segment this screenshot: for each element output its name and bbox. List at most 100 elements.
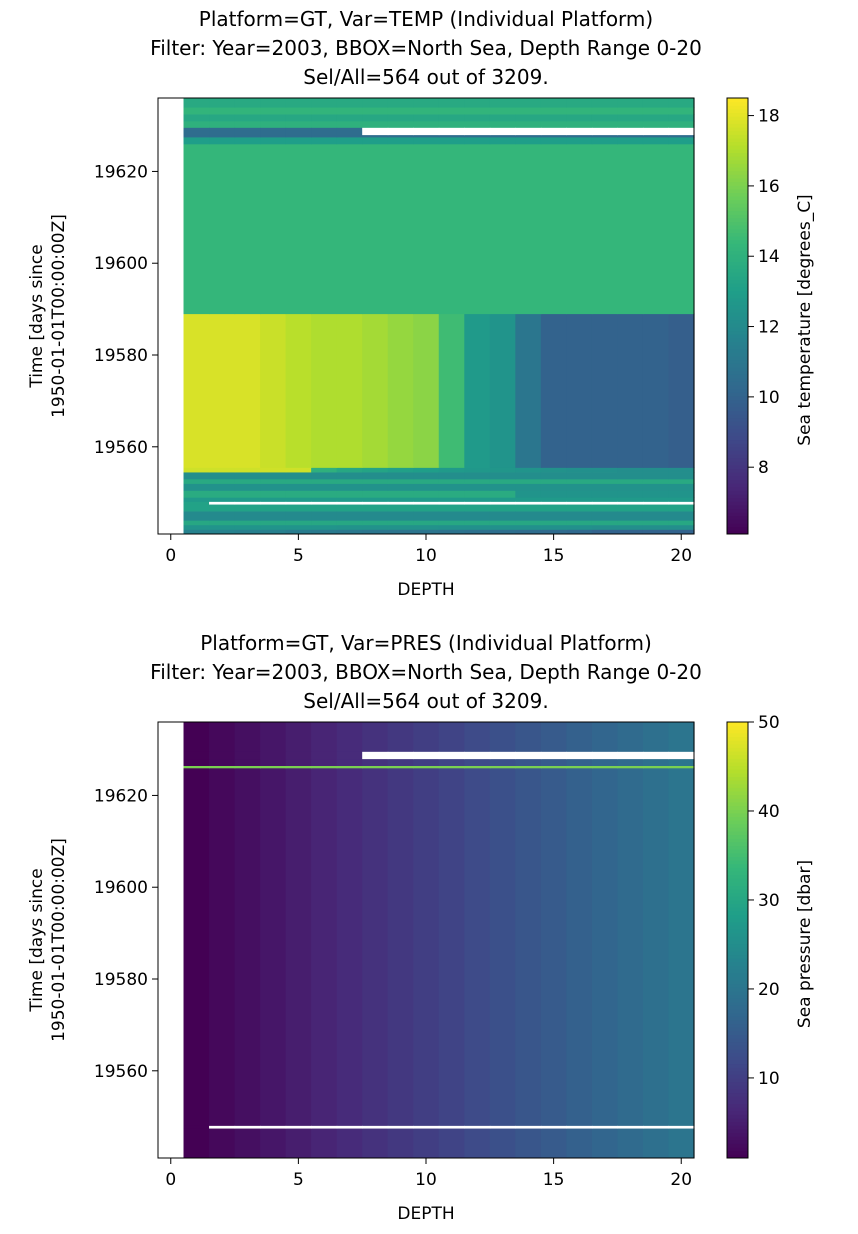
- colorbar-frame: [726, 721, 749, 1159]
- colorbar-segment: [727, 1125, 748, 1130]
- heatmap-cell: [515, 478, 542, 484]
- missing-data-cell: [617, 127, 644, 136]
- colorbar-segment: [727, 870, 748, 876]
- heatmap-cell: [438, 765, 465, 769]
- colorbar-segment: [727, 108, 748, 114]
- colorbar-segment: [727, 98, 748, 103]
- heatmap-cell: [183, 478, 210, 484]
- heatmap-cell: [413, 98, 440, 108]
- heatmap-cell: [311, 1128, 338, 1159]
- heatmap-cell: [311, 767, 338, 1127]
- heatmap-cell: [540, 472, 567, 480]
- colorbar-segment: [727, 1096, 748, 1101]
- heatmap-cell: [642, 472, 670, 480]
- y-axis-label-line-1: Time [days since: [27, 244, 47, 388]
- heatmap-cell: [438, 137, 465, 145]
- heatmap-cell: [183, 114, 210, 122]
- missing-data-cell: [285, 1125, 312, 1129]
- colorbar-segment: [727, 254, 748, 259]
- colorbar-segment: [727, 1063, 748, 1068]
- colorbar-segment: [727, 374, 748, 379]
- missing-data-cell: [311, 1125, 338, 1129]
- heatmap-cell: [566, 134, 593, 138]
- heatmap-cell: [591, 758, 619, 766]
- colorbar-segment: [727, 159, 748, 164]
- heatmap-cell: [540, 137, 567, 145]
- colorbar-segment: [727, 523, 748, 528]
- heatmap-cell: [387, 524, 414, 530]
- colorbar-segment: [727, 950, 748, 956]
- heatmap-cell: [387, 758, 414, 766]
- heatmap-cell: [540, 313, 567, 468]
- heatmap-cell: [362, 472, 389, 480]
- heatmap-cell: [183, 1125, 210, 1129]
- heatmap-cell: [591, 313, 619, 468]
- heatmap-cell: [668, 98, 695, 108]
- heatmap-cell: [540, 114, 567, 122]
- colorbar-segment: [727, 355, 748, 361]
- heatmap-cell: [311, 504, 338, 512]
- colorbar-segment: [727, 250, 748, 255]
- missing-data-cell: [413, 501, 440, 505]
- heatmap-cell: [260, 758, 287, 766]
- colorbar-segment: [727, 414, 748, 419]
- heatmap-cell: [209, 765, 236, 769]
- heatmap-cell: [642, 137, 670, 145]
- heatmap-cell: [209, 758, 236, 766]
- missing-data-cell: [413, 751, 440, 760]
- heatmap-cell: [413, 467, 440, 473]
- colorbar-segment: [727, 805, 748, 810]
- heatmap-cell: [311, 467, 338, 473]
- heatmap-cell: [311, 529, 338, 535]
- heatmap-cell: [183, 483, 210, 491]
- heatmap-cell: [515, 520, 542, 526]
- pressure-heatmap: Platform=GT, Var=PRES (Individual Platfo…: [27, 631, 815, 1224]
- missing-data-cell: [668, 501, 695, 505]
- heatmap-cell: [183, 137, 210, 145]
- heatmap-cell: [540, 511, 567, 521]
- heatmap-cell: [642, 114, 670, 122]
- heatmap-cell: [464, 313, 491, 468]
- heatmap-cell: [464, 1128, 491, 1159]
- heatmap-cell: [515, 467, 542, 473]
- colorbar-segment: [727, 181, 748, 186]
- heatmap-cell: [591, 722, 619, 753]
- heatmap-cell: [464, 767, 491, 1127]
- colorbar-segment: [727, 1085, 748, 1090]
- colorbar-segment: [727, 479, 748, 484]
- heatmap-cell: [540, 120, 567, 129]
- heatmap-cell: [336, 722, 363, 753]
- heatmap-cell: [260, 127, 287, 136]
- heatmap-cell: [260, 472, 287, 480]
- heatmap-cell: [515, 134, 542, 138]
- colorbar-segment: [727, 823, 748, 828]
- heatmap-cell: [285, 751, 312, 760]
- heatmap-cell: [642, 758, 670, 766]
- colorbar-segment: [727, 903, 748, 908]
- heatmap-cell: [566, 497, 593, 503]
- colorbar-segment: [727, 207, 748, 212]
- heatmap-cell: [642, 504, 670, 512]
- colorbar-segment: [727, 1150, 748, 1155]
- colorbar-segment: [727, 979, 748, 985]
- heatmap-cell: [464, 722, 491, 753]
- heatmap-cell: [438, 520, 465, 526]
- missing-data-cell: [336, 1125, 363, 1129]
- heatmap-cell: [489, 143, 516, 315]
- heatmap-cell: [413, 529, 440, 535]
- colorbar-segment: [727, 780, 748, 785]
- heatmap-cell: [668, 504, 695, 512]
- heatmap-cell: [260, 751, 287, 760]
- heatmap-cell: [617, 722, 644, 753]
- heatmap-cell: [438, 472, 465, 480]
- chart-title-line-3: Sel/All=564 out of 3209.: [303, 65, 548, 89]
- heatmap-cell: [566, 472, 593, 480]
- heatmap-cell: [515, 483, 542, 491]
- heatmap-cell: [515, 98, 542, 108]
- y-tick-label: 19620: [94, 162, 148, 182]
- heatmap-cell: [617, 765, 644, 769]
- heatmap-cell: [438, 467, 465, 473]
- missing-data-cell: [387, 1125, 414, 1129]
- heatmap-cell: [336, 120, 363, 129]
- heatmap-cell: [311, 107, 338, 115]
